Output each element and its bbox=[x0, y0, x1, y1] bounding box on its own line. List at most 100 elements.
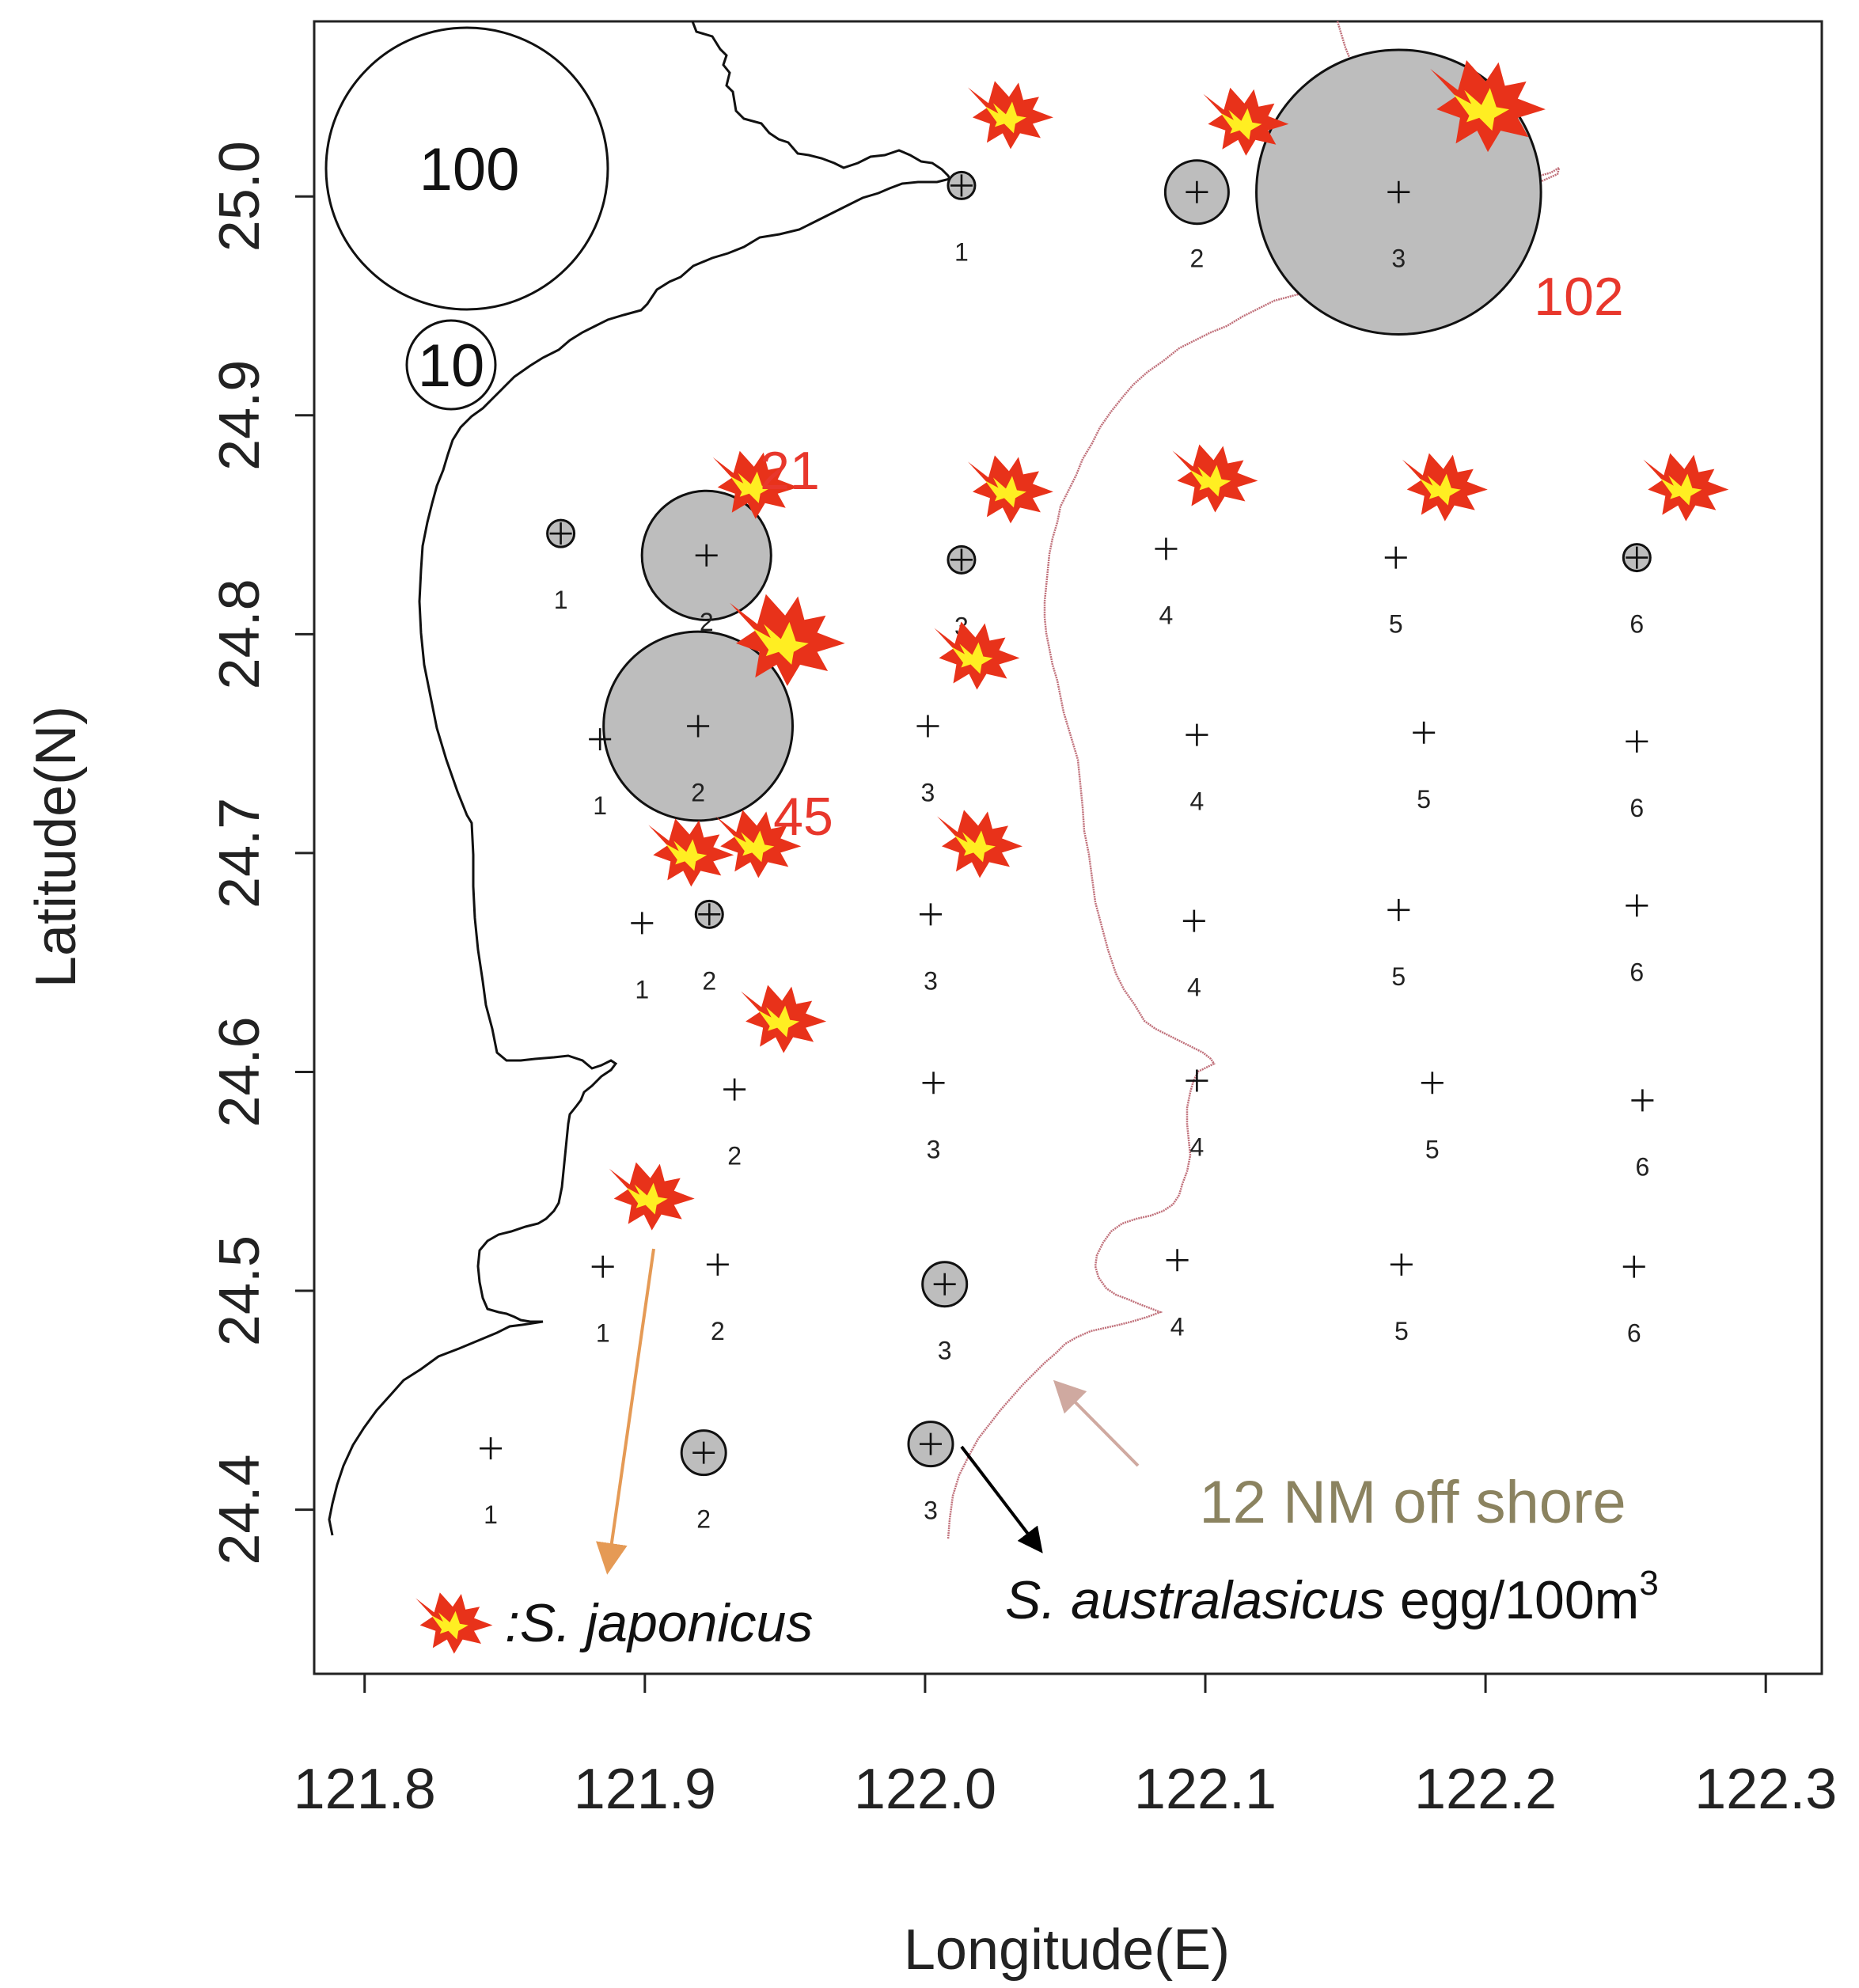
station-cross bbox=[1413, 721, 1436, 744]
y-tick-label: 24.6 bbox=[208, 1016, 271, 1127]
station-number: 6 bbox=[1629, 610, 1644, 639]
x-tick-label: 122.1 bbox=[1134, 1758, 1277, 1821]
x-tick-label: 121.9 bbox=[574, 1758, 716, 1821]
size-legend-circle-100 bbox=[324, 26, 609, 311]
plot-frame bbox=[313, 20, 1823, 1675]
station-cross bbox=[922, 1072, 945, 1095]
japonicus-legend-label: :S. japonicus bbox=[505, 1593, 813, 1653]
station-number: 1 bbox=[554, 586, 568, 614]
japonicus-fish-icon bbox=[1172, 444, 1258, 513]
station-number: 1 bbox=[635, 975, 649, 1003]
station-number: 1 bbox=[596, 1319, 610, 1348]
station-number: 4 bbox=[1189, 1133, 1204, 1162]
station-number: 5 bbox=[1425, 1135, 1440, 1163]
station-cross bbox=[589, 728, 612, 751]
station-cross bbox=[1166, 1249, 1189, 1272]
station-cross bbox=[631, 912, 654, 935]
station-cross bbox=[695, 544, 718, 567]
x-tick-label: 121.8 bbox=[294, 1758, 436, 1821]
station-number: 6 bbox=[1629, 794, 1644, 822]
japonicus-fish-icon bbox=[934, 621, 1020, 690]
station-cross bbox=[1390, 1253, 1413, 1276]
station-number: 3 bbox=[924, 966, 938, 995]
station-cross bbox=[687, 715, 710, 738]
station-cross bbox=[1626, 894, 1648, 917]
egg-value-21: 21 bbox=[760, 441, 820, 501]
station-cross bbox=[1631, 1089, 1654, 1112]
y-tick-label: 24.5 bbox=[208, 1235, 271, 1346]
station-number: 3 bbox=[921, 779, 935, 807]
station-cross bbox=[916, 715, 939, 738]
station-cross bbox=[480, 1437, 503, 1460]
black-arrow bbox=[960, 1445, 1043, 1554]
station-cross bbox=[950, 174, 973, 197]
station-number: 3 bbox=[927, 1135, 941, 1163]
station-number: 2 bbox=[700, 608, 714, 636]
x-tick-label: 122.3 bbox=[1694, 1758, 1837, 1821]
japonicus-fish-icon bbox=[967, 455, 1053, 524]
japonicus-fish-icon bbox=[967, 81, 1053, 150]
station-cross bbox=[692, 1441, 715, 1464]
station-number: 4 bbox=[1159, 601, 1174, 630]
x-tick-label: 122.2 bbox=[1414, 1758, 1557, 1821]
station-number: 3 bbox=[938, 1337, 952, 1365]
station-number: 6 bbox=[1635, 1152, 1649, 1181]
station-cross bbox=[1186, 723, 1208, 746]
station-cross bbox=[1387, 898, 1410, 921]
station-number: 2 bbox=[691, 779, 705, 807]
station-cross bbox=[1626, 546, 1648, 569]
station-cross bbox=[1387, 180, 1410, 203]
y-tick-label: 24.8 bbox=[208, 579, 271, 689]
x-axis-ticks: 121.8 121.9 122.0 122.1 122.2 122.3 bbox=[294, 1674, 1837, 1821]
y-axis-ticks: 24.4 24.5 24.6 24.7 24.8 24.9 25.0 bbox=[208, 141, 314, 1565]
station-cross bbox=[950, 548, 973, 571]
station-number: 1 bbox=[593, 791, 607, 820]
y-axis-title: Latitude(N) bbox=[25, 706, 88, 988]
australasicus-species: S. australasicus bbox=[1005, 1570, 1385, 1630]
station-cross bbox=[1421, 1072, 1444, 1095]
size-legend-label-10: 10 bbox=[418, 332, 485, 400]
egg-value-102: 102 bbox=[1534, 267, 1623, 327]
station-number: 2 bbox=[727, 1142, 742, 1170]
station-number: 5 bbox=[1394, 1317, 1409, 1345]
japonicus-fish-icon bbox=[1402, 453, 1488, 522]
station-cross bbox=[723, 1078, 746, 1101]
size-legend-circle-10 bbox=[405, 319, 497, 411]
station-cross bbox=[549, 522, 572, 545]
station-number: 2 bbox=[1189, 245, 1204, 273]
station-cross bbox=[706, 1253, 729, 1276]
station-cross bbox=[1384, 546, 1407, 569]
station-cross bbox=[1155, 537, 1178, 560]
y-tick-label: 24.7 bbox=[208, 798, 271, 909]
station-cross bbox=[1626, 730, 1648, 753]
japonicus-fish-icon bbox=[936, 810, 1022, 878]
station-number: 1 bbox=[954, 237, 969, 266]
station-cross bbox=[920, 1432, 942, 1455]
station-number: 6 bbox=[1629, 958, 1644, 986]
y-tick-label: 24.9 bbox=[208, 360, 271, 471]
station-number: 5 bbox=[1389, 610, 1403, 639]
egg-circles bbox=[546, 48, 1652, 1477]
orange-arrow bbox=[596, 1248, 655, 1575]
size-legend-label-100: 100 bbox=[419, 136, 520, 203]
station-number: 3 bbox=[1391, 245, 1406, 273]
x-tick-label: 122.0 bbox=[854, 1758, 996, 1821]
station-cross bbox=[920, 903, 942, 926]
station-number: 4 bbox=[1189, 787, 1204, 816]
australasicus-unit-sup: 3 bbox=[1639, 1564, 1658, 1603]
australasicus-legend: S. australasicus egg/100m3 bbox=[1005, 1564, 1659, 1630]
shore-annotation: 12 NM off shore bbox=[1199, 1469, 1626, 1536]
station-number: 3 bbox=[924, 1497, 938, 1525]
station-cross bbox=[1186, 180, 1208, 203]
station-number: 2 bbox=[696, 1505, 711, 1534]
station-cross bbox=[1622, 1255, 1645, 1278]
egg-value-45: 45 bbox=[773, 787, 833, 847]
japonicus-fish-icon bbox=[609, 1162, 695, 1231]
fish-icon bbox=[415, 1592, 493, 1654]
stations: 12312345612345612345623456123456123 bbox=[480, 174, 1654, 1534]
station-cross bbox=[1186, 1069, 1208, 1092]
y-tick-label: 25.0 bbox=[208, 141, 271, 252]
station-number: 4 bbox=[1170, 1312, 1185, 1341]
japonicus-fish-icon bbox=[741, 985, 827, 1053]
